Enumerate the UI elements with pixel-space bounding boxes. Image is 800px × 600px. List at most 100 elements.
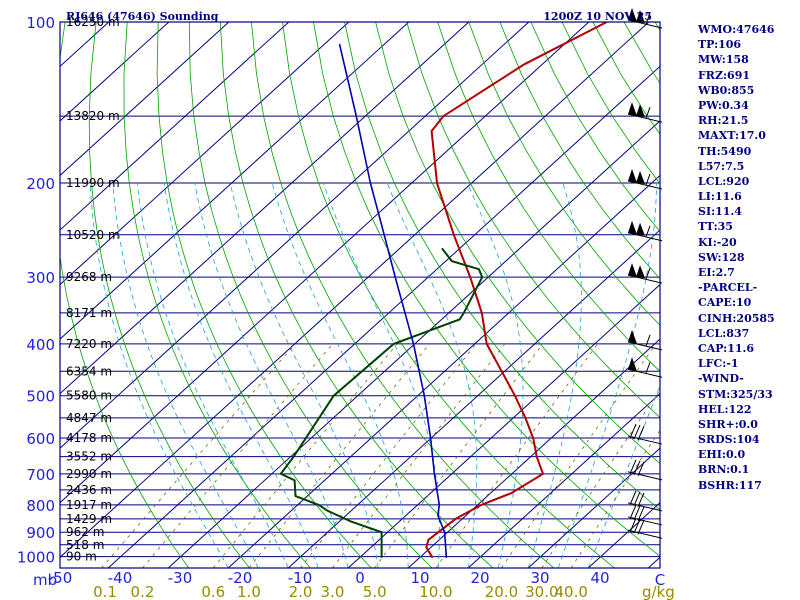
isotherm-line bbox=[60, 22, 290, 231]
wind-barb bbox=[627, 102, 663, 123]
dry-adiabat-line bbox=[219, 22, 494, 568]
height-label: 962 m bbox=[66, 525, 104, 539]
wind-barb bbox=[627, 8, 663, 29]
height-label: 2436 m bbox=[66, 483, 112, 497]
temperature-tick-label: -40 bbox=[108, 569, 133, 587]
dry-adiabat-line bbox=[88, 22, 250, 568]
isotherm-line bbox=[527, 447, 660, 568]
index-line: EI:2.7 bbox=[698, 266, 735, 279]
isotherm-line bbox=[407, 338, 660, 568]
plot-frame bbox=[59, 21, 661, 569]
index-line: TP:106 bbox=[698, 38, 742, 52]
pressure-tick-label: 200 bbox=[26, 175, 55, 193]
dry-adiabat-grid bbox=[60, 22, 660, 568]
mixing-ratio-label: 20.0 bbox=[485, 583, 518, 600]
wind-barb bbox=[627, 490, 663, 512]
index-line: WB0:855 bbox=[698, 83, 755, 97]
isotherm-line bbox=[60, 22, 170, 122]
isotherm-line bbox=[60, 22, 590, 504]
dry-adiabat-line bbox=[313, 22, 660, 557]
wind-barb bbox=[627, 329, 663, 351]
height-label: 518 m bbox=[66, 538, 104, 552]
index-line: MAXT:17.0 bbox=[698, 129, 766, 143]
temperature-tick-label: -10 bbox=[288, 569, 313, 587]
mixing-ratio-label: 40.0 bbox=[555, 583, 588, 600]
height-label: 90 m bbox=[66, 550, 97, 564]
y-axis-unit: mb bbox=[33, 571, 57, 589]
pressure-tick-label: 400 bbox=[26, 336, 55, 354]
index-line: EHI:0.0 bbox=[698, 448, 746, 462]
temperature-tick-labels: -50 -40 -30 -20 -10 0 10 20 30 40 bbox=[48, 569, 610, 587]
wind-barb bbox=[627, 357, 663, 378]
wind-barb bbox=[627, 168, 663, 190]
height-label: 8171 m bbox=[66, 306, 112, 320]
index-line: SW:128 bbox=[698, 250, 745, 264]
moist-adiabat-line bbox=[323, 182, 440, 568]
temperature-tick-label: -20 bbox=[228, 569, 253, 587]
isotherm-line bbox=[0, 22, 49, 568]
temperature-tick-label: -50 bbox=[48, 569, 73, 587]
isotherm-line bbox=[227, 174, 660, 568]
isobar-grid bbox=[60, 21, 660, 569]
index-line: CINH:20585 bbox=[698, 311, 775, 325]
index-line: LCL:920 bbox=[698, 174, 750, 188]
index-line: FRZ:691 bbox=[698, 68, 751, 82]
temperature-tick-label: 10 bbox=[410, 569, 429, 587]
temperature-trace bbox=[425, 22, 608, 559]
dry-adiabat-line bbox=[375, 22, 660, 465]
height-label: 1917 m bbox=[66, 498, 112, 512]
wind-barb bbox=[627, 423, 663, 445]
mixing-ratio-line bbox=[435, 343, 598, 568]
pressure-tick-label: 900 bbox=[26, 524, 55, 542]
mixing-ratio-line bbox=[212, 343, 398, 568]
pressure-tick-label: 800 bbox=[26, 497, 55, 515]
mixing-ratio-label: 5.0 bbox=[363, 583, 387, 600]
temperature-tick-label: 40 bbox=[590, 569, 609, 587]
dry-adiabat-line bbox=[499, 22, 660, 280]
index-line: TH:5490 bbox=[698, 144, 752, 158]
height-label: 2990 m bbox=[66, 467, 112, 481]
mixing-ratio-label: 0.2 bbox=[131, 583, 155, 600]
height-label: 11990 m bbox=[66, 176, 120, 190]
wind-barb bbox=[627, 504, 663, 526]
dry-adiabat-line bbox=[123, 22, 311, 568]
isotherm-line bbox=[167, 120, 660, 568]
index-line: LI:11.6 bbox=[698, 190, 742, 204]
pressure-tick-label: 1000 bbox=[17, 549, 55, 567]
index-line: SRDS:104 bbox=[698, 433, 760, 447]
pressure-tick-label: 700 bbox=[26, 466, 55, 484]
height-label: 16250 m bbox=[66, 15, 120, 29]
index-line: WMO:47646 bbox=[698, 23, 775, 36]
index-line: RH:21.5 bbox=[698, 114, 749, 128]
moist-adiabat-line bbox=[163, 182, 319, 568]
index-line: BSHR:117 bbox=[698, 478, 762, 492]
height-label: 7220 m bbox=[66, 337, 112, 351]
temperature-tick-label: 20 bbox=[470, 569, 489, 587]
height-label: 6354 m bbox=[66, 364, 112, 378]
mixing-ratio-line bbox=[142, 343, 334, 568]
wind-barb bbox=[627, 263, 663, 284]
dewpoint-trace bbox=[279, 247, 484, 558]
mixing-ratio-label: 3.0 bbox=[321, 583, 345, 600]
moist-adiabat-line bbox=[527, 182, 582, 568]
moist-adiabat-line bbox=[112, 182, 259, 568]
mixing-ratio-line bbox=[248, 343, 430, 568]
mixing-ratio-line bbox=[374, 343, 544, 568]
dry-adiabat-line bbox=[282, 22, 615, 568]
index-line: MW:158 bbox=[698, 53, 749, 67]
dry-adiabat-line bbox=[437, 22, 660, 373]
isotherm-line bbox=[60, 22, 650, 558]
isotherm-line bbox=[60, 22, 410, 340]
isotherm-line bbox=[60, 22, 350, 286]
dry-adiabat-line bbox=[60, 22, 190, 568]
temperature-tick-label: 0 bbox=[355, 569, 365, 587]
isotherm-line bbox=[60, 22, 230, 177]
index-line: HEL:122 bbox=[698, 402, 752, 416]
mixing-ratio-label: 10.0 bbox=[419, 583, 452, 600]
index-line: SI:11.4 bbox=[698, 205, 742, 219]
moist-adiabat-line bbox=[386, 182, 478, 568]
wind-barb bbox=[627, 220, 663, 242]
pressure-tick-label: 300 bbox=[26, 269, 55, 287]
moist-adiabat-line bbox=[229, 182, 379, 568]
isotherm-line bbox=[60, 22, 470, 395]
